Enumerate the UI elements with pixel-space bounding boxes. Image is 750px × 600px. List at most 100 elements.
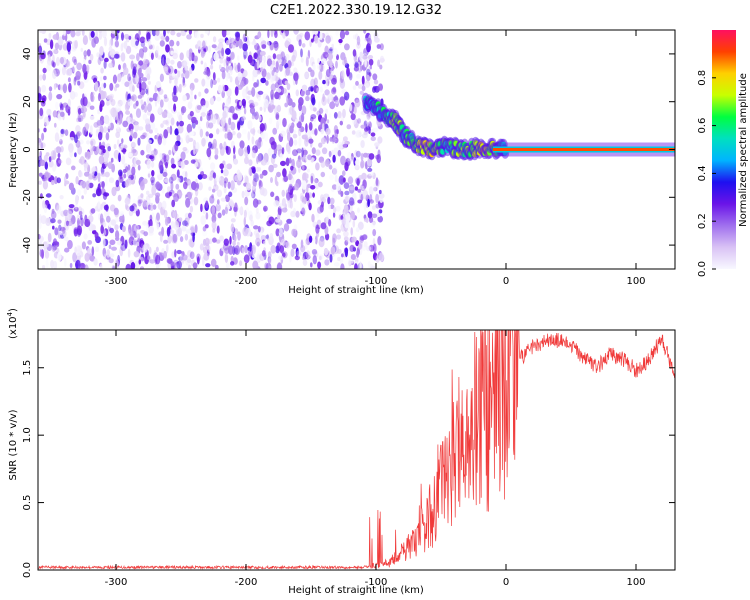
noise-cell	[343, 182, 350, 190]
noise-cell	[356, 41, 361, 49]
noise-cell	[71, 66, 75, 74]
noise-cell	[253, 52, 258, 60]
noise-cell	[155, 181, 161, 190]
noise-cell	[67, 98, 71, 107]
colorbar: 0.0 0.2 0.4 0.6 0.8 Normalized spectral ampl…	[697, 30, 749, 277]
noise-cell	[138, 48, 144, 58]
noise-cell	[287, 147, 291, 154]
noise-cell	[183, 181, 188, 190]
noise-cell	[268, 216, 275, 225]
noise-cell	[135, 108, 142, 118]
noise-cell	[212, 36, 217, 43]
noise-cell	[63, 176, 67, 184]
noise-cell	[259, 186, 265, 196]
noise-cell	[325, 73, 330, 83]
noise-cell	[301, 112, 305, 123]
noise-cell	[50, 259, 55, 269]
noise-cell	[151, 30, 157, 37]
noise-cell	[354, 33, 359, 40]
noise-cell	[155, 195, 160, 204]
noise-cell	[363, 30, 367, 34]
noise-cell	[251, 40, 257, 46]
noise-cell	[312, 192, 315, 198]
noise-cell	[274, 82, 279, 89]
noise-cell	[340, 155, 346, 166]
noise-cell	[200, 116, 203, 122]
noise-cell	[97, 93, 101, 102]
noise-cell	[189, 205, 194, 213]
noise-cell	[68, 82, 72, 93]
noise-cell	[148, 225, 154, 234]
noise-cell	[324, 259, 330, 266]
noise-cell	[299, 126, 305, 133]
noise-cell	[189, 110, 194, 117]
noise-cell	[90, 30, 95, 38]
noise-cell	[73, 206, 79, 212]
noise-cell	[53, 260, 58, 269]
noise-cell	[278, 203, 284, 209]
noise-cell	[225, 98, 230, 107]
noise-cell	[260, 77, 267, 84]
noise-cell	[255, 207, 259, 214]
noise-cell	[133, 251, 140, 258]
noise-cell	[127, 248, 131, 258]
noise-cell	[211, 214, 217, 223]
noise-cell	[317, 40, 322, 48]
noise-cell	[83, 187, 88, 195]
noise-cell	[75, 125, 81, 133]
noise-cell	[83, 58, 86, 64]
noise-cell	[337, 149, 342, 157]
noise-cell	[47, 232, 52, 243]
noise-cell	[262, 169, 268, 176]
noise-cell	[116, 122, 120, 130]
noise-cell	[51, 49, 58, 54]
noise-cell	[323, 193, 330, 198]
noise-cell	[209, 171, 214, 177]
noise-cell	[300, 245, 306, 253]
noise-cell	[221, 178, 224, 188]
y-tick-label: 1.5	[22, 360, 33, 376]
noise-cell	[181, 225, 187, 232]
noise-cell	[352, 85, 357, 91]
noise-cell	[97, 200, 101, 210]
noise-cell	[276, 54, 282, 60]
noise-cell	[348, 186, 355, 191]
noise-cell	[164, 178, 170, 183]
noise-cell	[344, 190, 350, 196]
noise-cell	[123, 67, 129, 76]
noise-cell	[259, 229, 263, 238]
noise-cell	[228, 245, 234, 255]
noise-cell	[143, 52, 147, 62]
noise-cell	[64, 258, 67, 267]
noise-cell	[86, 140, 90, 145]
noise-cell	[265, 80, 269, 86]
noise-cell	[146, 111, 152, 116]
noise-cell	[99, 213, 104, 224]
noise-cell	[260, 159, 267, 166]
noise-cell	[367, 198, 370, 208]
noise-cell	[352, 247, 356, 252]
noise-cell	[168, 149, 172, 156]
noise-cell	[331, 47, 338, 57]
colorbar-tick-label: 0.6	[697, 118, 708, 134]
noise-cell	[253, 139, 256, 149]
noise-cell	[360, 193, 364, 202]
noise-cell	[298, 39, 302, 47]
noise-cell	[301, 147, 304, 158]
noise-cell	[116, 139, 120, 146]
noise-cell	[105, 132, 110, 141]
noise-cell	[43, 38, 48, 43]
noise-cell	[90, 148, 93, 156]
noise-cell	[77, 107, 82, 115]
noise-cell	[188, 52, 193, 62]
noise-cell	[354, 164, 360, 171]
noise-cell	[208, 133, 214, 139]
noise-cell	[270, 177, 273, 183]
noise-cell	[43, 154, 49, 162]
noise-cell	[336, 129, 339, 135]
noise-cell	[202, 40, 206, 49]
noise-cell	[311, 238, 317, 244]
noise-cell	[288, 183, 293, 190]
noise-cell	[375, 193, 379, 204]
